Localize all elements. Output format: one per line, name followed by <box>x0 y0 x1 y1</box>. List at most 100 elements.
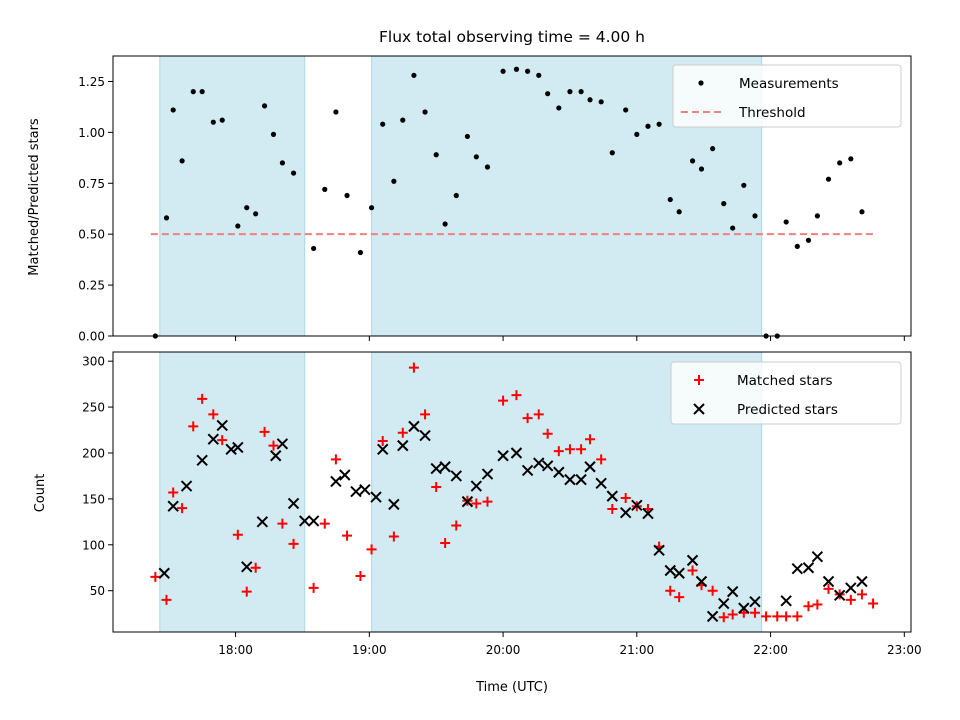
matched-stars-point <box>420 409 431 420</box>
y-tick-label: 150 <box>82 492 105 506</box>
measurement-point <box>848 156 854 162</box>
matched-stars-point <box>250 562 261 573</box>
measurement-point <box>253 211 259 217</box>
predicted-stars-point <box>575 473 587 486</box>
predicted-stars-point <box>738 602 750 614</box>
matched-stars-point <box>440 537 451 548</box>
matched-stars-point <box>687 565 698 576</box>
predicted-stars-point <box>388 498 400 511</box>
matched-stars-point <box>812 599 823 610</box>
matched-stars-point <box>781 611 792 622</box>
matched-stars-point <box>522 413 533 424</box>
predicted-stars-point <box>564 473 576 486</box>
measurement-point <box>609 150 615 156</box>
measurement-point <box>163 215 170 221</box>
x-tick-label: 19:00 <box>352 643 387 657</box>
x-tick-label: 20:00 <box>486 643 521 657</box>
matched-stars-point <box>620 492 631 503</box>
measurement-point <box>210 119 216 125</box>
measurement-point <box>244 205 250 211</box>
matched-stars-point <box>330 454 341 465</box>
measurement-point <box>645 123 651 129</box>
predicted-stars-point <box>287 497 300 510</box>
legend-label: Predicted stars <box>737 402 838 418</box>
predicted-stars-point <box>307 515 320 527</box>
measurement-point <box>741 182 747 188</box>
predicted-stars-point <box>158 567 170 579</box>
matched-stars-point <box>388 531 399 542</box>
measurement-point <box>837 160 843 166</box>
measurement-point <box>825 176 832 182</box>
x-tick-label: 21:00 <box>620 643 655 657</box>
matched-stars-point <box>576 444 587 455</box>
predicted-stars-point <box>706 610 719 623</box>
matched-stars-point <box>718 612 729 623</box>
matched-stars-point <box>868 598 879 609</box>
measurement-point <box>556 105 562 111</box>
predicted-stars-point <box>521 464 534 477</box>
predicted-stars-point <box>276 438 289 450</box>
matched-stars-point <box>856 589 867 600</box>
measurement-point <box>219 117 225 123</box>
legend-box <box>672 64 902 128</box>
predicted-stars-point <box>370 491 382 503</box>
measurement-point <box>400 117 406 123</box>
predicted-stars-point <box>619 506 632 519</box>
chart-title: Flux total observing time = 4.00 h <box>379 28 645 46</box>
measurement-point <box>368 205 375 211</box>
predicted-stars-point <box>430 462 442 475</box>
legend-plus-marker <box>694 375 704 385</box>
measurement-point <box>656 121 662 127</box>
measurement-point <box>730 225 736 231</box>
measurement-point <box>357 249 364 256</box>
measurement-point <box>689 158 696 164</box>
x-tick-label: 22:00 <box>753 643 788 657</box>
matched-stars-point <box>408 362 419 373</box>
measurement-point <box>794 243 800 249</box>
measurement-point <box>199 89 205 95</box>
measurement-point <box>536 72 542 78</box>
predicted-stars-point <box>631 499 643 512</box>
observing-window-span <box>159 351 306 633</box>
predicted-stars-point <box>606 490 619 502</box>
predicted-stars-point <box>232 441 244 454</box>
matched-stars-point <box>268 440 279 451</box>
predicted-stars-point <box>408 420 420 433</box>
predicted-stars-point <box>216 419 228 432</box>
matched-stars-point <box>596 454 607 465</box>
matched-stars-point <box>553 446 564 457</box>
predicted-stars-point <box>673 567 685 579</box>
matched-stars-point <box>217 435 228 446</box>
measurement-point <box>513 66 520 72</box>
matched-stars-point <box>749 607 760 618</box>
measurement-point <box>190 89 196 95</box>
matched-stars-point <box>232 529 243 540</box>
measurement-point <box>279 160 286 166</box>
legend-label: Threshold <box>738 105 806 121</box>
measurement-point <box>567 89 573 95</box>
measurement-point <box>453 192 459 199</box>
measurement-point <box>270 131 277 137</box>
predicted-stars-point <box>686 554 699 567</box>
measurement-point <box>676 209 682 215</box>
matched-stars-point <box>498 395 509 406</box>
predicted-stars-point <box>510 447 523 459</box>
measurement-point <box>333 109 339 115</box>
x-axis-label: Time (UTC) <box>475 680 548 695</box>
predicted-stars-point <box>856 575 868 588</box>
matched-stars-point <box>542 428 553 439</box>
predicted-stars-point <box>541 460 554 472</box>
matched-stars-point <box>241 586 252 597</box>
matched-stars-point <box>177 503 188 514</box>
plot-frame <box>112 351 912 633</box>
y-axis-label-count: Count <box>33 474 48 513</box>
measurement-point <box>752 213 758 219</box>
x-tick-label: 23:00 <box>887 643 922 657</box>
measurement-point <box>261 103 268 109</box>
matched-stars-point <box>277 518 288 529</box>
predicted-stars-point <box>718 597 730 610</box>
measurement-point <box>391 178 397 184</box>
y-tick-label: 250 <box>82 401 105 415</box>
matched-stars-point <box>792 611 803 622</box>
observing-window-span <box>159 55 306 337</box>
